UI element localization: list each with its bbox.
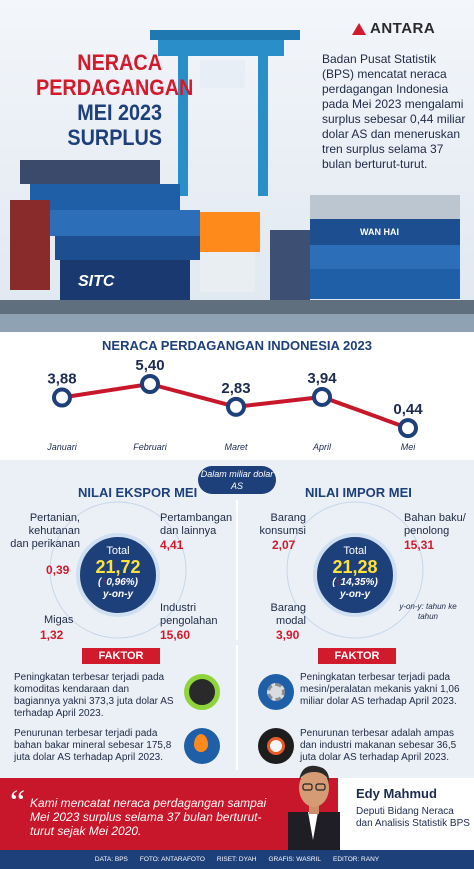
import-sector-value-capital: 3,90 — [276, 628, 300, 642]
export-change: (↑0,96%) — [97, 577, 139, 588]
saw-blade-icon — [258, 674, 294, 710]
export-factor-1: Peningkatan terbesar terjadi pada komodi… — [14, 672, 174, 719]
speaker-portrait — [288, 765, 340, 850]
export-sector-label-mining: Pertambangan dan lainnya — [160, 512, 233, 537]
sushi-roll-icon — [258, 728, 294, 764]
data-point-marker — [312, 386, 332, 407]
export-sector-value-migas: 1,32 — [40, 628, 64, 642]
antara-logo-text: ANTARA — [370, 20, 436, 37]
import-faktor-label: FAKTOR — [318, 648, 396, 664]
x-tick-label: Mei — [401, 442, 417, 452]
data-label: 2,83 — [221, 380, 250, 397]
export-sector-value-agri: 0,39 — [46, 563, 70, 577]
unit-badge: Dalam miliar dolar AS — [198, 466, 276, 494]
container-label-sitc: SITC — [78, 273, 115, 290]
import-change-value: 14,35% — [340, 577, 375, 588]
import-total-label: Total — [343, 545, 367, 557]
import-change-note: y-on-y — [340, 589, 370, 600]
container-label-wanhai: WAN HAI — [360, 227, 399, 237]
data-point-marker — [52, 387, 72, 408]
page-title: NERACA PERDAGANGAN MEI 2023 SURPLUS — [22, 50, 194, 150]
antara-logo: ANTARA — [352, 20, 435, 37]
import-total-circle: Total 21,28 (↑14,35%) y-on-y — [313, 533, 397, 617]
export-sector-value-industry: 15,60 — [160, 628, 191, 642]
up-arrow-icon: ↑ — [101, 577, 107, 588]
quote-mark-icon: “ — [10, 784, 26, 821]
title-line-4: SURPLUS — [67, 125, 162, 150]
credit-editor: EDITOR: RANY — [333, 856, 380, 863]
data-label: 0,44 — [393, 401, 423, 418]
data-point-marker — [226, 396, 246, 417]
section-decor — [49, 500, 424, 770]
data-point-marker — [140, 374, 160, 394]
export-sector-label-migas: Migas — [44, 614, 74, 626]
trade-balance-chart: NERACA PERDAGANGAN INDONESIA 2023 3,88 Ja… — [0, 332, 474, 472]
credit-grafis: GRAFIS: WASRIL — [268, 856, 322, 863]
export-faktor-label: FAKTOR — [82, 648, 160, 664]
import-title: NILAI IMPOR MEI — [305, 485, 412, 500]
port-crane-photo: SITC WAN HAI — [0, 0, 474, 332]
export-change-value: 0,96% — [106, 577, 135, 588]
import-factor-1: Peningkatan terbesar terjadi pada mesin/… — [300, 672, 460, 707]
import-factor-2: Penurunan terbesar adalah ampas dan indu… — [300, 728, 457, 763]
intro-paragraph: Badan Pusat Statistik (BPS) mencatat ner… — [322, 52, 466, 171]
export-total-circle: Total 21,72 (↑0,96%) y-on-y — [76, 533, 160, 617]
export-factor-2: Penurunan terbesar terjadi pada bahan ba… — [14, 728, 172, 763]
import-sector-label-capital: Barang modal — [270, 602, 306, 627]
export-total-value: 21,72 — [95, 557, 141, 577]
x-tick-label: April — [312, 442, 332, 452]
export-title: NILAI EKSPOR MEI — [78, 485, 198, 500]
import-change: (↑14,35%) — [332, 577, 378, 588]
oil-drop-icon — [184, 728, 220, 764]
antara-logo-icon — [352, 22, 366, 35]
export-sector-value-mining: 4,41 — [160, 538, 184, 552]
speaker-name: Edy Mahmud — [356, 786, 437, 801]
credit-data: DATA: BPS — [94, 856, 128, 863]
yoy-note: y-on-y: tahun ke tahun — [399, 602, 457, 621]
credit-foto: FOTO: ANTARAFOTO — [139, 856, 205, 863]
export-sector-label-industry: Industri pengolahan — [160, 602, 218, 627]
data-label: 5,40 — [135, 357, 164, 374]
import-sector-label-raw: Bahan baku/ penolong — [404, 512, 466, 537]
import-total-value: 21,28 — [332, 557, 378, 577]
up-arrow-icon: ↑ — [335, 577, 341, 588]
quote-right-panel — [338, 778, 474, 850]
quote-text: Kami mencatat neraca perdagangan sampai … — [30, 796, 267, 838]
export-total-label: Total — [106, 545, 130, 557]
data-label: 3,88 — [47, 371, 76, 388]
data-label: 3,94 — [307, 370, 337, 387]
x-tick-label: Februari — [133, 442, 168, 452]
data-point-marker — [398, 418, 418, 439]
title-line-2: PERDAGANGAN — [36, 75, 194, 100]
x-tick-label: Maret — [224, 442, 248, 452]
x-tick-label: Januari — [46, 442, 78, 452]
credit-riset: RISET: DYAH — [216, 856, 257, 863]
title-line-3: MEI 2023 — [77, 100, 162, 125]
credits-footer: DATA: BPS FOTO: ANTARAFOTO RISET: DYAH G… — [0, 850, 474, 869]
export-import-section — [0, 460, 474, 778]
title-line-1: NERACA — [77, 50, 162, 75]
import-sector-label-consumer: Barang konsumsi — [259, 512, 306, 537]
speaker-role: Deputi Bidang Neraca dan Analisis Statis… — [356, 806, 470, 829]
export-change-note: y-on-y — [103, 589, 133, 600]
header-photo-section: SITC WAN HAI ANTARA NERACA PERDAGANGAN M… — [0, 0, 474, 332]
line-chart-svg: 3,88 Januari 5,40 Februari 2,83 Maret 3,94 Apri… — [46, 357, 423, 452]
tire-icon — [184, 674, 220, 710]
export-sector-label-agri: Pertanian, kehutanan dan perikanan — [10, 512, 80, 550]
import-sector-value-raw: 15,31 — [404, 538, 435, 552]
chart-title: NERACA PERDAGANGAN INDONESIA 2023 — [102, 338, 372, 353]
import-sector-value-consumer: 2,07 — [272, 538, 296, 552]
